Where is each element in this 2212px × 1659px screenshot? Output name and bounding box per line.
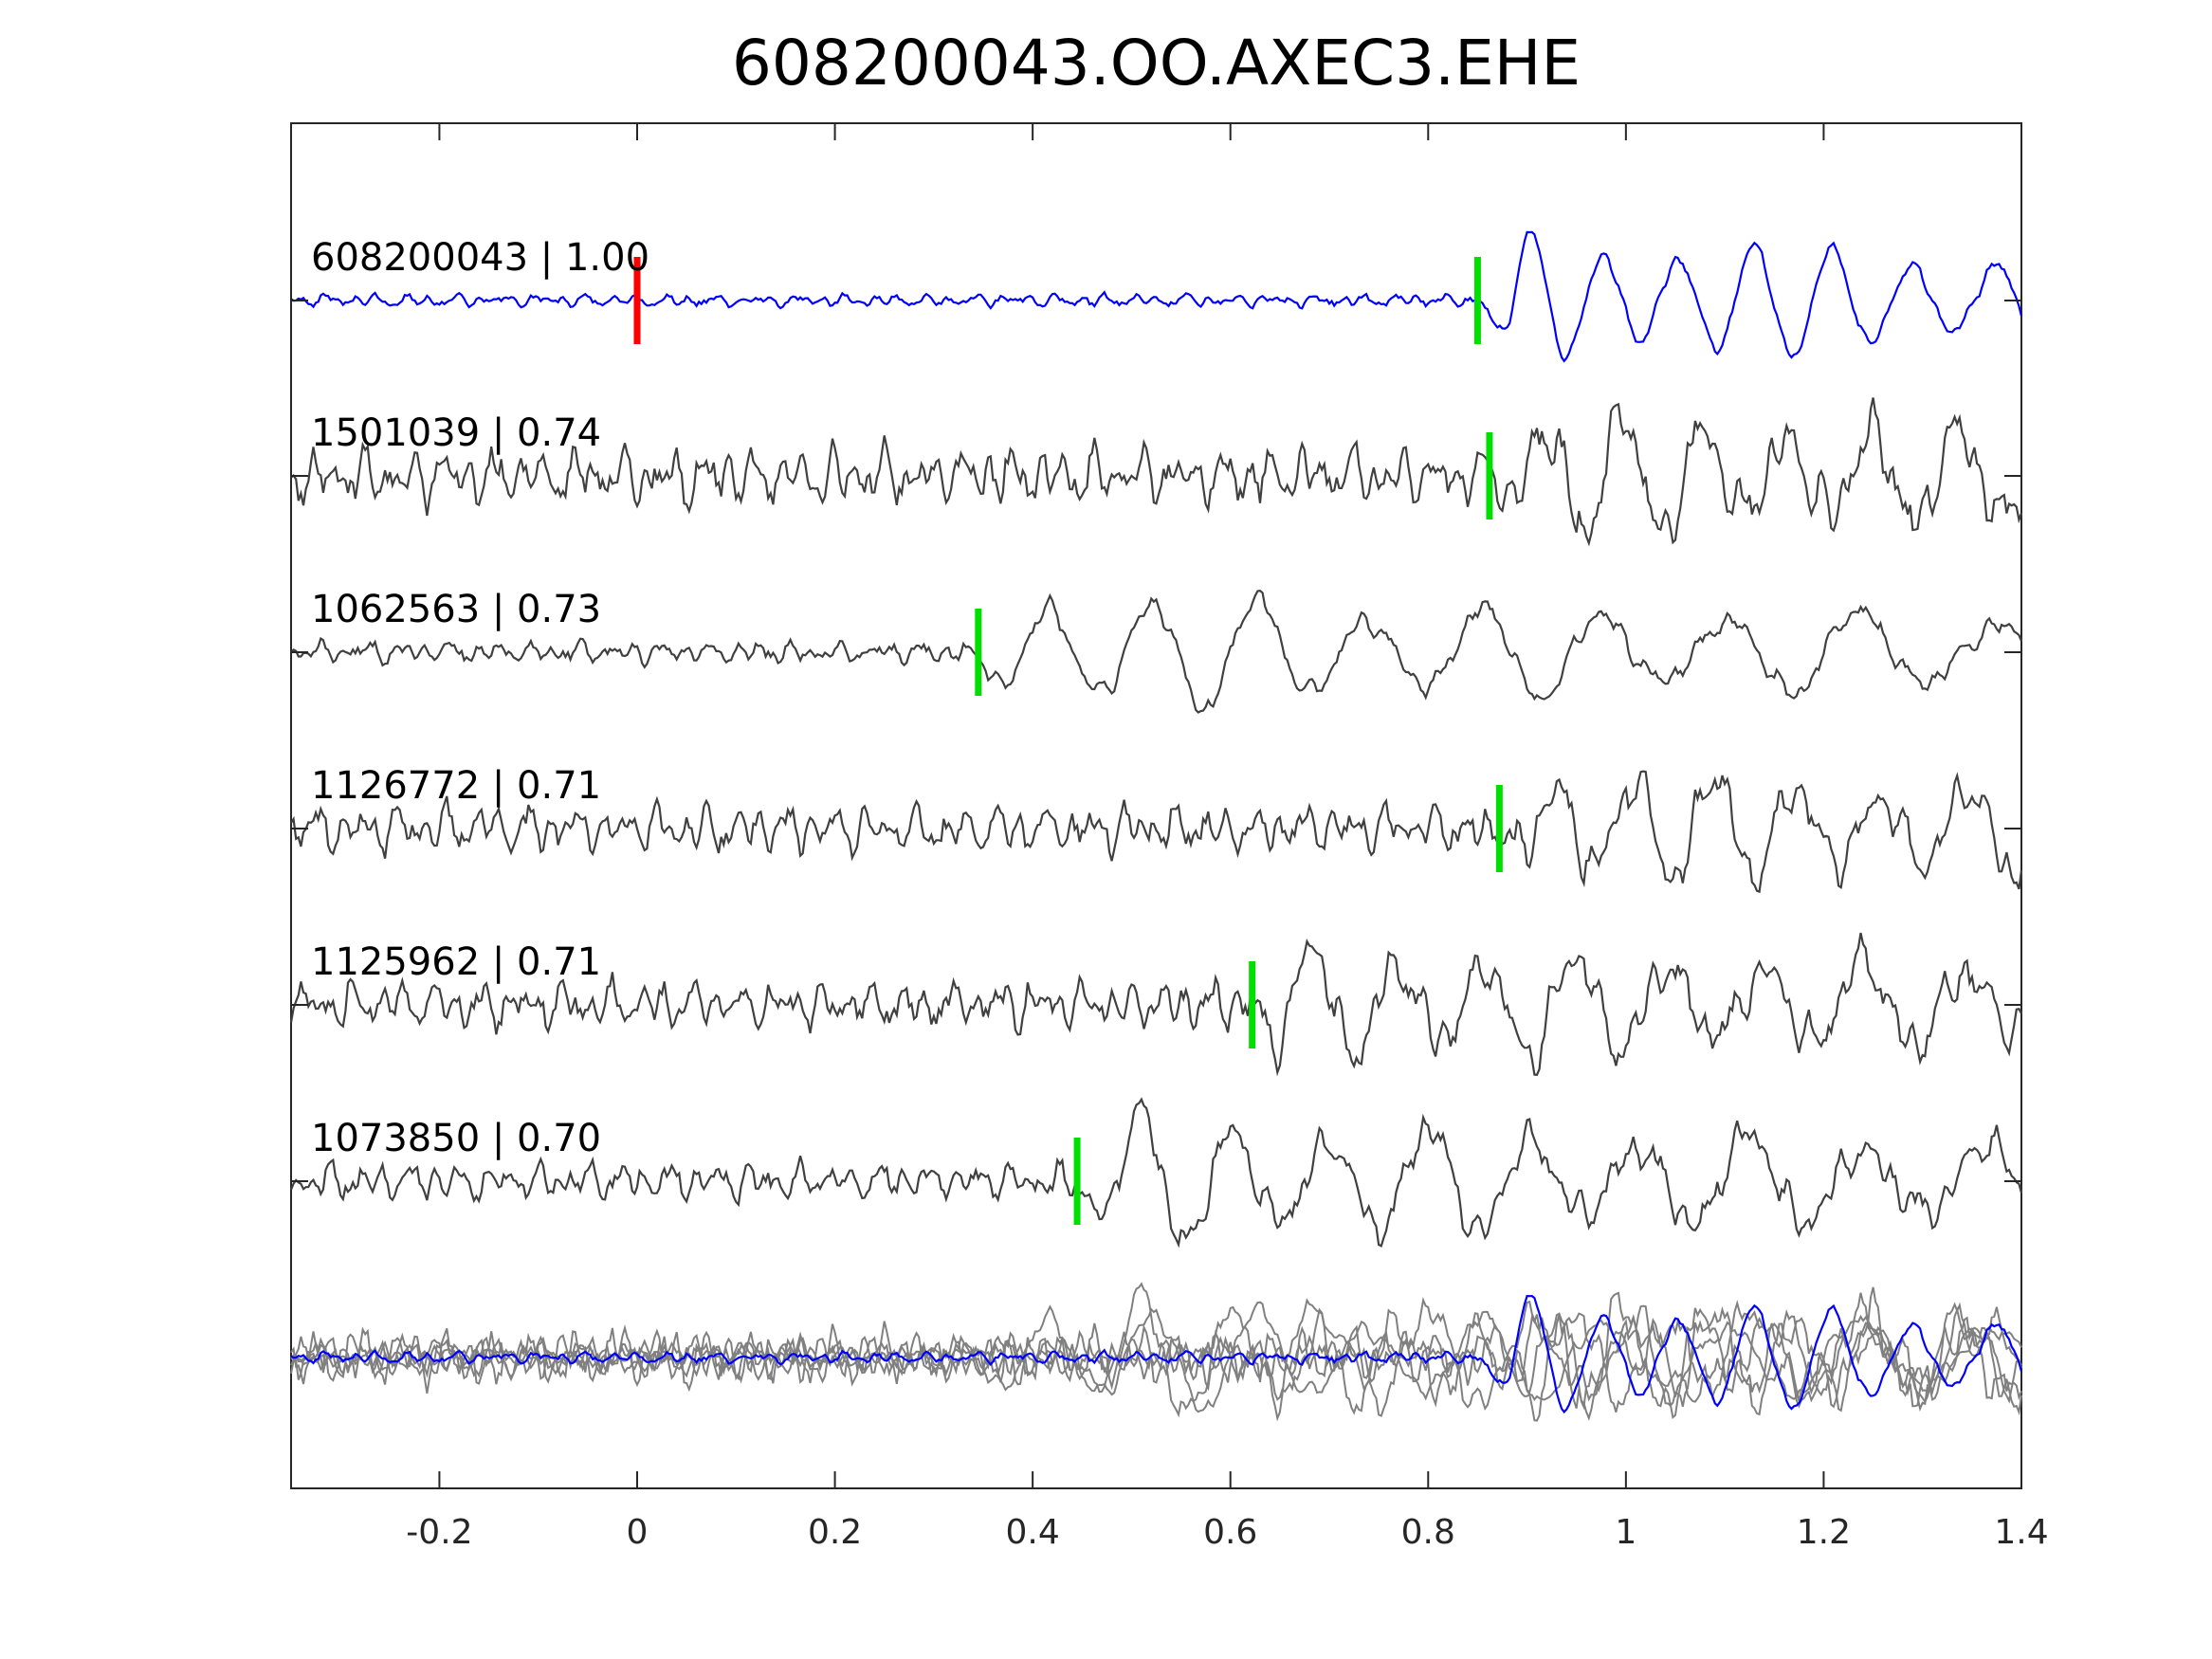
chart-title: 608200043.OO.AXEC3.EHE xyxy=(731,27,1581,100)
trace-label-2: 1062563 | 0.73 xyxy=(311,588,601,631)
stack-trace-5 xyxy=(290,1282,2022,1418)
x-tick-label: 0.4 xyxy=(1006,1513,1060,1552)
stack-group xyxy=(290,1282,2023,1422)
x-tick-label: 1.2 xyxy=(1797,1513,1851,1552)
x-tick-label: 1 xyxy=(1615,1513,1636,1552)
trace-5 xyxy=(289,1097,2023,1249)
stack-trace-1 xyxy=(290,1286,2022,1421)
trace-2 xyxy=(290,590,2023,714)
trace-label-0: 608200043 | 1.00 xyxy=(311,236,649,280)
x-tick-label: 0.8 xyxy=(1401,1513,1455,1552)
traces-group xyxy=(289,230,2023,1249)
x-axis: -0.2 0 0.2 0.4 0.6 0.8 1 1.2 1.4 xyxy=(291,123,2049,1552)
trace-labels-group: 608200043 | 1.00 1501039 | 0.74 1062563 | … xyxy=(311,236,649,1160)
trace-1 xyxy=(290,397,2023,547)
x-tick-label: -0.2 xyxy=(406,1513,472,1552)
x-tick-label: 1.4 xyxy=(1994,1513,2048,1552)
x-tick-label: 0.6 xyxy=(1203,1513,1257,1552)
picks-group xyxy=(633,257,1503,1225)
plot-area xyxy=(290,122,2022,1489)
stack-trace-template xyxy=(290,1294,2023,1414)
trace-label-4: 1125962 | 0.71 xyxy=(311,940,601,984)
trace-0 xyxy=(290,230,2023,363)
trace-label-5: 1073850 | 0.70 xyxy=(311,1117,601,1160)
trace-label-3: 1126772 | 0.71 xyxy=(311,764,601,808)
trace-3 xyxy=(290,770,2023,894)
trace-4 xyxy=(289,932,2022,1077)
trace-label-1: 1501039 | 0.74 xyxy=(311,411,601,455)
x-tick-label: 0.2 xyxy=(808,1513,862,1552)
x-tick-label: 0 xyxy=(627,1513,649,1552)
